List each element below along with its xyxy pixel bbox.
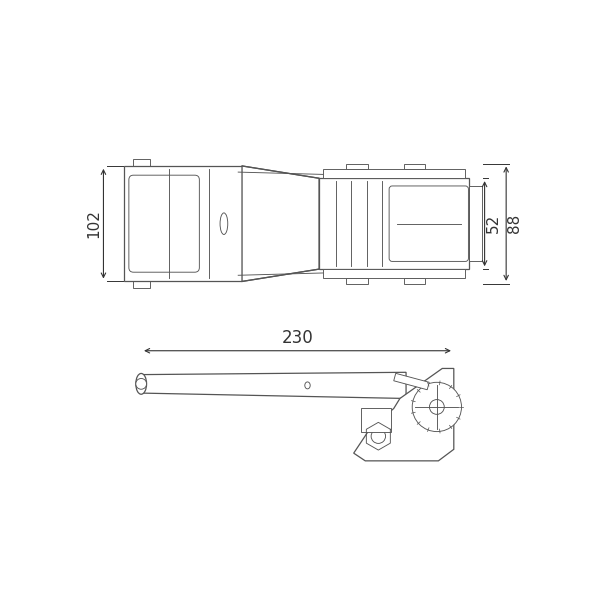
Ellipse shape — [305, 382, 310, 389]
Ellipse shape — [136, 373, 146, 394]
Bar — [133, 159, 151, 166]
Text: 230: 230 — [281, 329, 313, 347]
Polygon shape — [242, 166, 319, 281]
Circle shape — [371, 429, 386, 443]
FancyBboxPatch shape — [389, 186, 469, 262]
Bar — [394, 373, 429, 390]
Text: 102: 102 — [87, 209, 102, 238]
Text: 88: 88 — [507, 214, 522, 233]
Bar — [404, 278, 425, 284]
Circle shape — [136, 379, 146, 389]
Bar — [404, 164, 425, 169]
Bar — [319, 178, 469, 269]
Text: 52: 52 — [485, 214, 500, 233]
Ellipse shape — [220, 213, 228, 235]
Bar — [323, 269, 466, 278]
Bar — [133, 281, 151, 289]
Bar — [469, 186, 482, 262]
Bar — [346, 278, 368, 284]
Polygon shape — [141, 372, 406, 398]
FancyBboxPatch shape — [361, 409, 391, 431]
Bar — [346, 164, 368, 169]
FancyBboxPatch shape — [129, 175, 199, 272]
Circle shape — [412, 382, 461, 431]
Polygon shape — [354, 368, 454, 461]
Bar — [124, 166, 242, 281]
Circle shape — [430, 400, 444, 415]
Bar — [323, 169, 466, 178]
